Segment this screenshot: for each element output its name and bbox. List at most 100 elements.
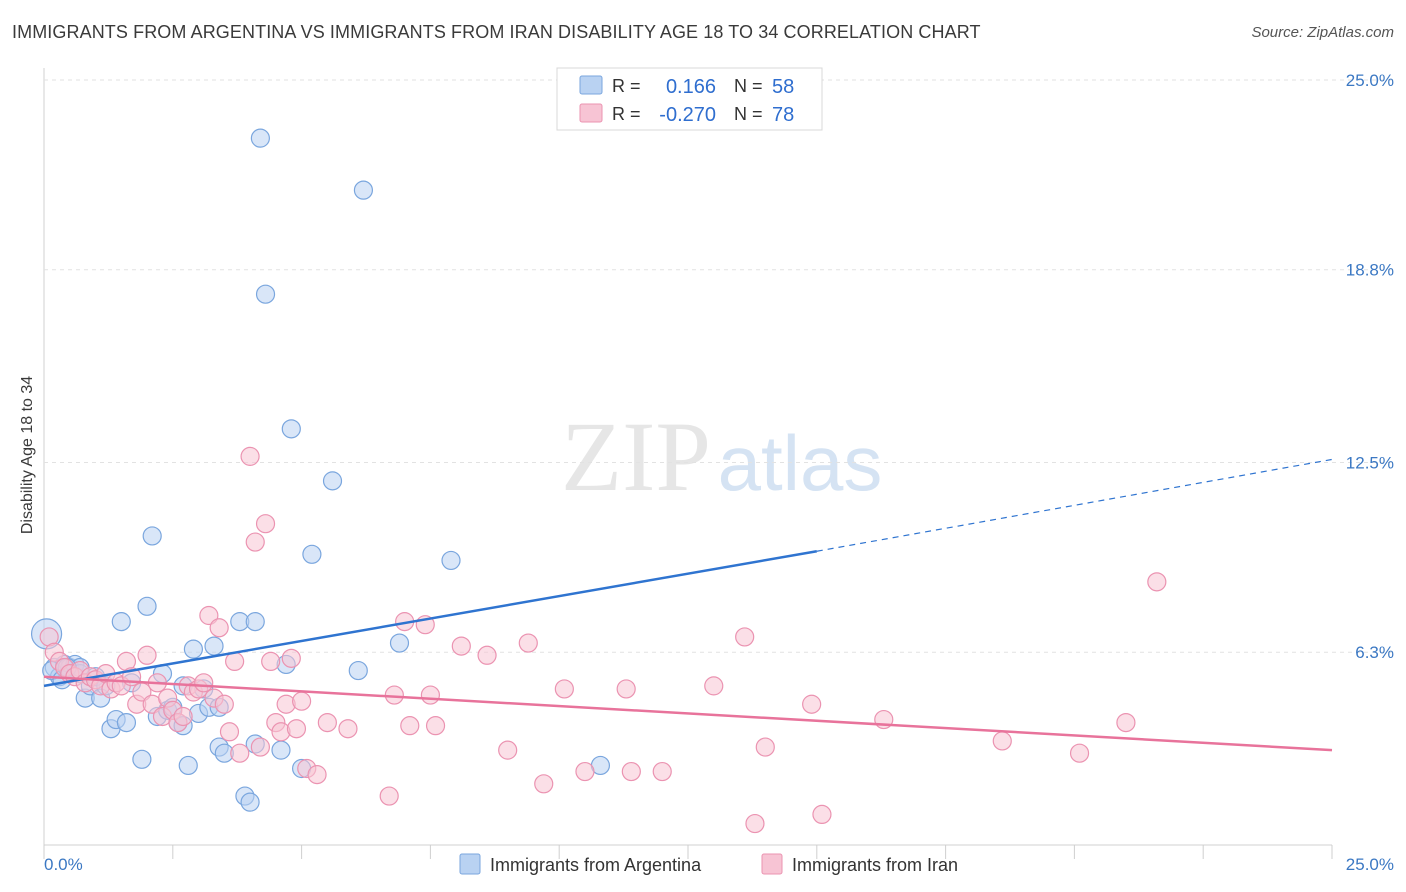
iran-point: [384, 685, 404, 705]
iran-point: [230, 743, 250, 763]
iran-point: [338, 719, 358, 739]
x-ticks: [43, 845, 1333, 859]
series-legend: Immigrants from Argentina Immigrants fro…: [459, 853, 958, 875]
iran-point: [498, 740, 518, 760]
iran-point: [451, 636, 471, 656]
x-tick-label-min: 0.0%: [44, 855, 83, 874]
iran-point: [137, 645, 157, 665]
iran-point: [214, 694, 234, 714]
argentina-point: [137, 596, 157, 616]
argentina-r-value: 0.166: [666, 76, 716, 98]
iran-point: [255, 514, 276, 534]
iran-point: [1147, 572, 1167, 592]
iran-point: [554, 679, 574, 699]
iran-point: [209, 618, 229, 638]
iran-point: [1069, 743, 1090, 763]
iran-point: [379, 786, 399, 806]
argentina-trend-line: [43, 550, 818, 688]
y-tick-label: 6.3%: [1355, 643, 1394, 662]
chart-title: IMMIGRANTS FROM ARGENTINA VS IMMIGRANTS …: [12, 22, 981, 42]
argentina-n-label: N =: [734, 76, 763, 96]
argentina-point: [281, 419, 301, 439]
iran-point: [245, 532, 265, 552]
iran-point: [616, 679, 636, 699]
x-tick-label-max: 25.0%: [1346, 855, 1394, 874]
iran-point: [477, 645, 497, 665]
iran-point: [307, 765, 327, 785]
iran-point: [240, 446, 260, 466]
iran-point: [225, 651, 245, 672]
argentina-point: [111, 612, 131, 632]
argentina-point: [322, 471, 343, 491]
watermark-zip: ZIP: [561, 401, 711, 512]
iran-point: [745, 813, 765, 834]
iran-trend-line: [43, 675, 1333, 752]
iran-r-label: R =: [612, 104, 641, 124]
argentina-point: [441, 550, 461, 571]
argentina-point: [353, 180, 374, 200]
iran-point: [735, 627, 755, 647]
iran-point: [425, 716, 446, 736]
argentina-swatch: [579, 75, 603, 95]
iran-point: [652, 761, 672, 782]
iran-point: [173, 706, 193, 727]
source-credit: Source: ZipAtlas.com: [1251, 24, 1394, 41]
iran-r-value: -0.270: [659, 104, 716, 126]
argentina-point: [116, 712, 137, 733]
legend-iran-swatch: [761, 853, 783, 875]
argentina-point: [389, 633, 410, 653]
iran-point: [317, 712, 337, 733]
trend-layer: [43, 458, 1333, 752]
iran-point: [518, 633, 538, 653]
argentina-point: [183, 639, 204, 659]
iran-point: [802, 694, 822, 714]
y-tick-labels: 6.3% 12.5% 18.8% 25.0%: [1346, 71, 1394, 662]
iran-point: [271, 722, 291, 742]
iran-swatch: [579, 103, 603, 123]
argentina-r-label: R =: [612, 76, 641, 96]
argentina-point: [245, 612, 265, 632]
argentina-point: [271, 740, 291, 760]
argentina-point: [255, 284, 276, 304]
iran-point: [281, 648, 301, 668]
iran-point: [621, 761, 641, 782]
legend-iran-label: Immigrants from Iran: [792, 855, 958, 875]
argentina-point: [348, 660, 368, 681]
iran-point: [286, 719, 307, 739]
iran-n-label: N =: [734, 104, 763, 124]
iran-point: [400, 716, 420, 736]
iran-point: [575, 761, 595, 782]
argentina-point: [204, 636, 224, 656]
argentina-point: [240, 792, 260, 812]
y-tick-label: 25.0%: [1346, 71, 1394, 90]
iran-point: [812, 804, 832, 825]
iran-point: [1116, 712, 1136, 733]
legend-argentina-label: Immigrants from Argentina: [490, 855, 702, 875]
iran-point: [534, 774, 554, 794]
iran-point: [992, 731, 1012, 751]
y-tick-label: 12.5%: [1346, 454, 1394, 473]
stats-legend: R = 0.166 N = 58 R = -0.270 N = 78: [556, 67, 823, 131]
argentina-point: [178, 755, 198, 776]
argentina-point: [142, 526, 162, 546]
iran-point: [250, 737, 270, 757]
iran-point: [219, 722, 240, 742]
iran-point: [755, 737, 775, 757]
iran-point: [276, 694, 296, 714]
argentina-n-value: 58: [772, 76, 794, 98]
y-tick-label: 18.8%: [1346, 261, 1394, 280]
points-layer: [30, 128, 1167, 834]
argentina-point: [132, 749, 152, 769]
legend-argentina-swatch: [459, 853, 481, 875]
argentina-trend-extension: [816, 458, 1333, 552]
iran-n-value: 78: [772, 104, 794, 126]
iran-point: [199, 605, 219, 626]
iran-point: [194, 673, 214, 693]
iran-point: [420, 685, 440, 705]
iran-point: [261, 651, 281, 672]
iran-point: [704, 676, 724, 696]
argentina-point: [250, 128, 270, 148]
argentina-point: [302, 544, 322, 564]
iran-point: [292, 691, 312, 711]
